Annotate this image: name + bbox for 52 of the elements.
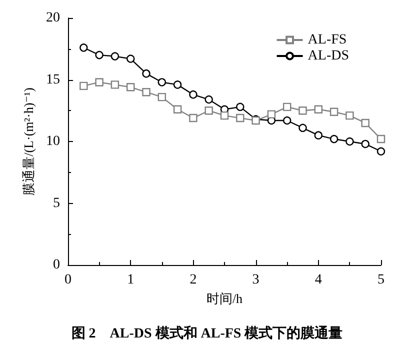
y-tick-label: 15: [46, 72, 60, 88]
point: [173, 80, 182, 89]
text: 图 2 AL-DS 模式和 AL-FS 模式下的膜通量: [71, 324, 343, 342]
legend-label: AL-DS: [308, 48, 350, 64]
point: [236, 114, 244, 122]
x-tick-label: 1: [127, 272, 134, 288]
point: [80, 44, 88, 52]
point: [204, 95, 213, 104]
point: [204, 106, 213, 115]
point: [158, 92, 166, 102]
x-tick-label: 2: [190, 272, 197, 288]
x-tick-label: 4: [314, 272, 322, 288]
y-tick-label: 5: [53, 196, 60, 211]
y-axis-title: 膜通量/(L·(m²·h)⁻¹): [21, 88, 36, 196]
point: [314, 131, 322, 140]
point: [283, 102, 292, 112]
point: [346, 111, 354, 120]
x-tick-label: 0: [64, 272, 72, 288]
point: [158, 78, 166, 86]
point: [314, 105, 322, 114]
point: [283, 116, 292, 125]
point: [110, 52, 120, 60]
point: [80, 82, 88, 90]
point: [189, 90, 198, 99]
legend-label: AL-FS: [308, 32, 347, 48]
point: [361, 140, 370, 148]
y-tick-label: 0: [53, 258, 60, 272]
x-axis-title: 时间/h: [206, 290, 244, 306]
point: [298, 106, 307, 115]
point: [376, 134, 386, 144]
point: [330, 134, 338, 144]
point: [95, 78, 104, 86]
point: [189, 114, 198, 122]
point: [236, 102, 244, 112]
point: [346, 137, 354, 146]
point: [330, 108, 338, 116]
point: [361, 118, 370, 128]
point: [220, 111, 229, 120]
point: [142, 88, 150, 96]
point: [126, 83, 135, 92]
y-tick-label: 20: [46, 10, 60, 26]
point: [110, 80, 120, 89]
point: [267, 110, 276, 118]
point: [298, 124, 307, 132]
point: [173, 105, 182, 114]
point: [95, 50, 104, 60]
point: [376, 147, 386, 156]
y-tick-label: 10: [46, 134, 60, 149]
x-tick-label: 3: [252, 272, 260, 288]
point: [126, 54, 135, 63]
x-tick-label: 5: [378, 272, 384, 288]
point: [142, 69, 150, 78]
